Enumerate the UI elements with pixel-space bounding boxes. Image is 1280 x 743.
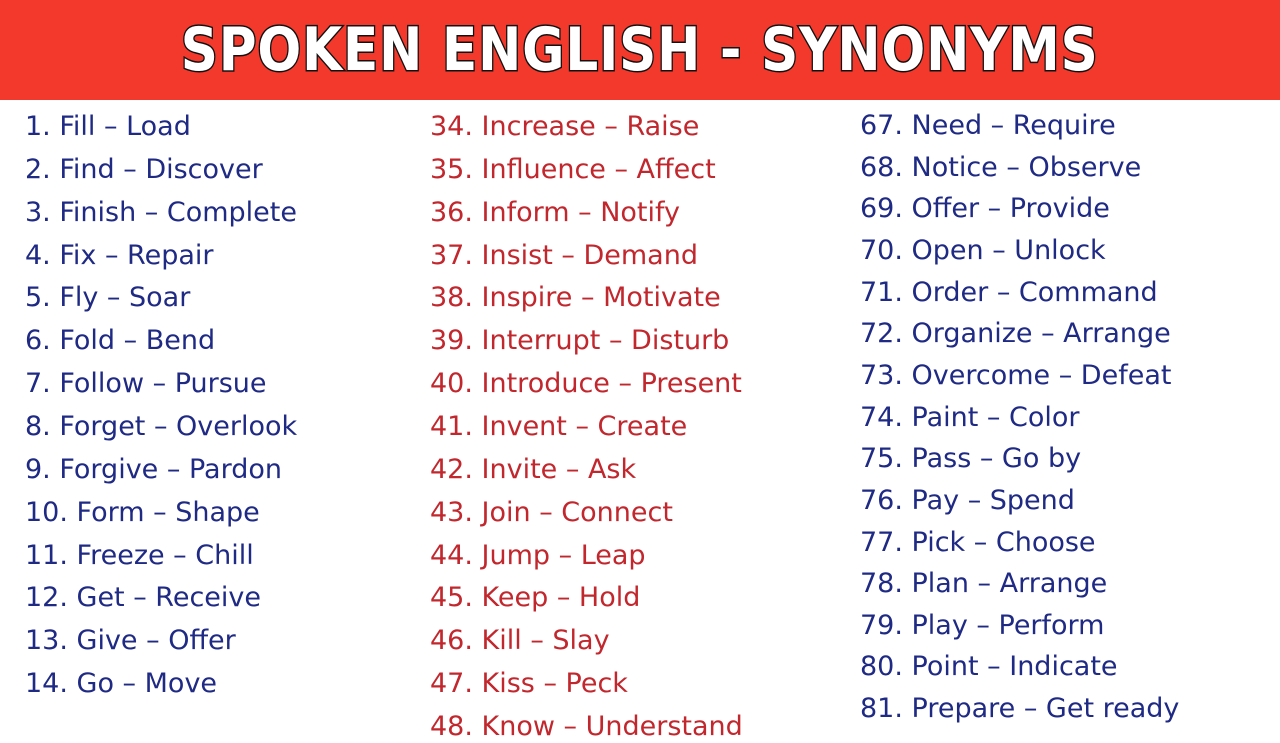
synonym-item: 7. Follow – Pursue: [25, 368, 267, 400]
synonym-item: 39. Interrupt – Disturb: [430, 325, 730, 357]
synonym-item: 79. Play – Perform: [860, 609, 1105, 641]
synonym-item: 1. Fill – Load: [25, 111, 191, 142]
synonym-item: 34. Increase – Raise: [430, 111, 700, 142]
synonym-item: 2. Find – Discover: [25, 153, 263, 185]
synonym-item: 35. Influence – Affect: [430, 153, 716, 185]
synonym-item: 71. Order – Command: [860, 276, 1158, 308]
title: Spoken English - Synonyms: [180, 14, 1100, 87]
synonym-item: 8. Forget – Overlook: [25, 410, 298, 442]
synonym-item: 67. Need – Require: [860, 110, 1116, 141]
synonym-item: 68. Notice – Observe: [860, 151, 1142, 183]
synonym-item: 14. Go – Move: [25, 668, 218, 700]
synonym-item: 76. Pay – Spend: [860, 484, 1075, 516]
synonym-item: 6. Fold – Bend: [25, 325, 216, 357]
synonym-item: 5. Fly – Soar: [25, 282, 191, 314]
synonym-item: 46. Kill – Slay: [430, 625, 610, 657]
synonym-item: 36. Inform – Notify: [430, 196, 681, 228]
synonym-item: 77. Pick – Choose: [860, 526, 1096, 558]
title-banner: Spoken English - Synonyms: [0, 0, 1280, 100]
synonym-item: 45. Keep – Hold: [430, 582, 641, 614]
synonym-item: 81. Prepare – Get ready: [860, 693, 1180, 725]
synonym-item: 41. Invent – Create: [430, 410, 688, 442]
synonym-item: 9. Forgive – Pardon: [25, 453, 282, 485]
synonym-item: 70. Open – Unlock: [860, 234, 1106, 266]
synonym-item: 47. Kiss – Peck: [430, 668, 628, 700]
synonym-item: 78. Plan – Arrange: [860, 568, 1108, 600]
synonym-item: 72. Organize – Arrange: [860, 318, 1171, 350]
synonym-item: 40. Introduce – Present: [430, 368, 742, 400]
synonym-item: 13. Give – Offer: [25, 625, 236, 657]
synonym-item: 48. Know – Understand: [430, 710, 743, 742]
synonym-item: 69. Offer – Provide: [860, 193, 1110, 225]
synonym-item: 80. Point – Indicate: [860, 651, 1118, 683]
synonym-item: 12. Get – Receive: [25, 582, 262, 614]
synonym-item: 11. Freeze – Chill: [25, 539, 254, 571]
synonym-item: 44. Jump – Leap: [430, 539, 646, 571]
synonym-item: 3. Finish – Complete: [25, 196, 297, 228]
synonym-item: 43. Join – Connect: [430, 496, 673, 528]
synonym-item: 10. Form – Shape: [25, 496, 260, 528]
synonym-item: 4. Fix – Repair: [25, 239, 214, 271]
synonym-item: 73. Overcome – Defeat: [860, 359, 1172, 391]
synonym-item: 75. Pass – Go by: [860, 443, 1082, 475]
synonym-item: 74. Paint – Color: [860, 401, 1080, 433]
synonym-item: 37. Insist – Demand: [430, 239, 698, 271]
synonym-item: 38. Inspire – Motivate: [430, 282, 721, 314]
synonym-item: 42. Invite – Ask: [430, 453, 637, 485]
